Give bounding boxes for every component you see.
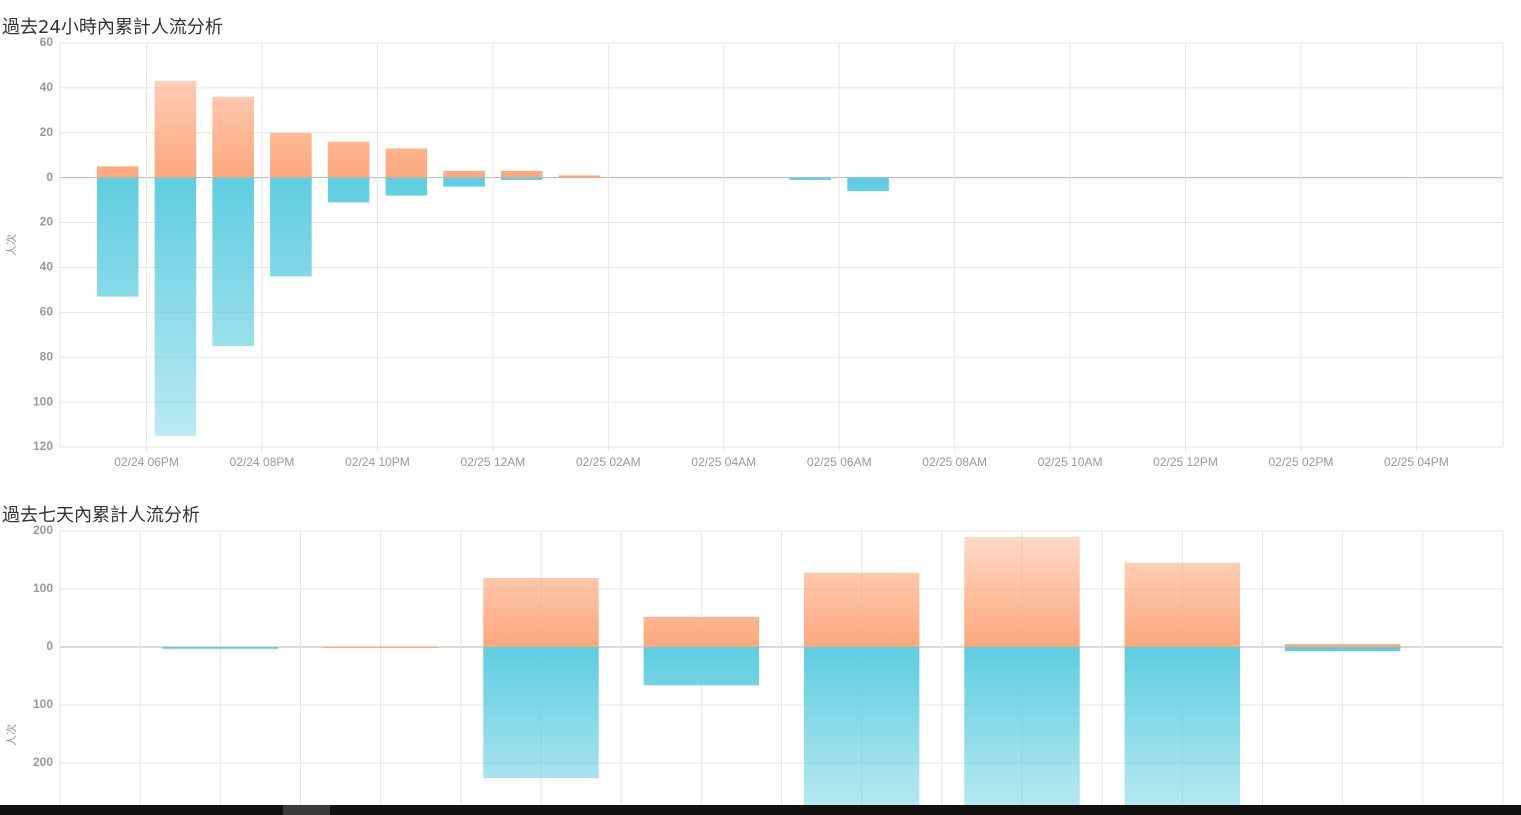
bar (643, 647, 760, 686)
bar (327, 141, 370, 178)
bar (385, 177, 428, 196)
bar (1284, 644, 1401, 647)
bar (847, 177, 889, 192)
y-tick-label: 100 (33, 697, 53, 711)
bar (270, 132, 312, 178)
bar (96, 177, 139, 297)
y-tick-label: 20 (40, 215, 54, 229)
bar (154, 177, 197, 436)
bar (212, 177, 254, 346)
bar (327, 177, 370, 203)
bar (322, 646, 439, 648)
bar (270, 177, 312, 277)
x-tick-label: 02/25 12PM (1153, 455, 1218, 469)
chart-title: 過去24小時內累計人流分析 (2, 17, 223, 38)
bar (789, 177, 832, 180)
hourly-chart: 過去24小時內累計人流分析 人次 60 40 20 0 20 40 60 80 100 120 02… (2, 17, 1504, 469)
bar (1124, 562, 1241, 647)
bar (162, 647, 279, 649)
y-tick-label: 40 (40, 260, 54, 274)
x-tick-label: 02/25 12AM (461, 455, 526, 469)
bar (483, 647, 599, 779)
bar (385, 148, 428, 178)
y-tick-label: 0 (46, 170, 53, 184)
y-tick-label: 60 (40, 35, 54, 49)
bar (558, 175, 601, 178)
y-axis-label: 人次 (4, 724, 18, 746)
y-tick-label: 0 (46, 639, 53, 653)
bar (483, 577, 599, 647)
bar (443, 177, 485, 187)
x-tick-label: 02/24 06PM (114, 455, 179, 469)
y-tick-label: 200 (33, 523, 53, 537)
taskbar-item[interactable] (283, 805, 330, 815)
bar (500, 170, 543, 178)
y-tick-label: 80 (40, 349, 54, 363)
y-axis-label: 人次 (4, 234, 18, 256)
y-tick-label: 40 (40, 80, 54, 94)
x-tick-label: 02/25 10AM (1038, 455, 1103, 469)
bar (212, 96, 254, 178)
weekly-chart: 過去七天內累計人流分析 人次 200 100 0 100 200 (2, 505, 1504, 805)
taskbar (0, 805, 1521, 815)
bar (1284, 647, 1401, 652)
x-tick-label: 02/25 04AM (691, 455, 756, 469)
bar (154, 81, 197, 178)
x-tick-label: 02/25 02AM (576, 455, 641, 469)
x-tick-label: 02/25 08AM (922, 455, 987, 469)
bar (1124, 647, 1241, 805)
bar (803, 572, 920, 647)
x-tick-label: 02/25 06AM (807, 455, 872, 469)
bar (643, 616, 760, 647)
y-tick-label: 100 (33, 581, 53, 595)
y-tick-label: 120 (33, 439, 53, 453)
x-tick-label: 02/24 10PM (345, 455, 410, 469)
bar (803, 647, 920, 805)
x-tick-label: 02/24 08PM (230, 455, 295, 469)
bar (964, 536, 1080, 647)
y-tick-label: 20 (40, 125, 54, 139)
bar (500, 177, 543, 180)
bar (964, 647, 1080, 805)
y-tick-label: 200 (33, 755, 53, 769)
bar (443, 170, 485, 178)
y-tick-label: 100 (33, 394, 53, 408)
bar (96, 166, 139, 178)
y-tick-label: 60 (40, 305, 54, 319)
x-tick-label: 02/25 02PM (1269, 455, 1334, 469)
chart-title: 過去七天內累計人流分析 (2, 505, 200, 526)
x-tick-label: 02/25 04PM (1384, 455, 1449, 469)
